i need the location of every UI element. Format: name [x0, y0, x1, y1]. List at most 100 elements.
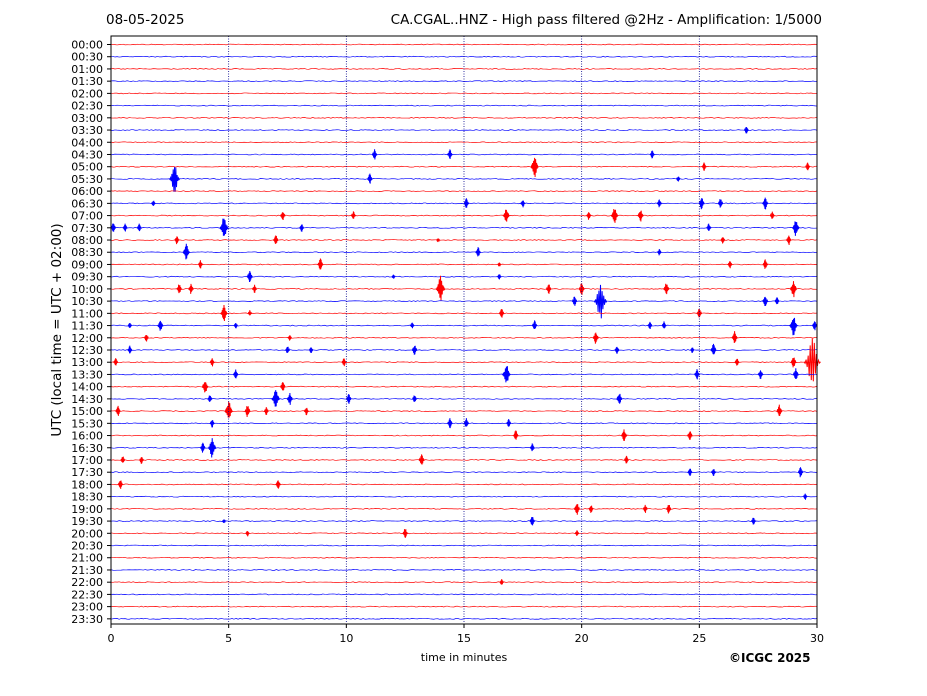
event-mark [616, 393, 623, 404]
y-tick-label: 16:30 [71, 442, 103, 455]
trace-1230 [110, 349, 818, 351]
event-mark [734, 358, 740, 366]
event-mark [174, 236, 180, 245]
event-mark [757, 370, 764, 379]
event-mark [244, 406, 251, 418]
event-mark [412, 395, 418, 402]
event-mark [143, 334, 149, 342]
y-tick-label: 04:30 [71, 148, 103, 161]
event-mark [279, 381, 286, 391]
event-mark [762, 259, 769, 269]
y-tick-label: 07:30 [71, 222, 103, 235]
event-mark [710, 469, 717, 477]
event-mark [287, 335, 293, 341]
event-mark [574, 530, 580, 536]
event-mark [706, 223, 712, 231]
event-mark [520, 200, 526, 208]
event-mark [176, 284, 183, 294]
event-mark [649, 150, 655, 159]
event-mark [497, 262, 502, 267]
event-mark [592, 332, 599, 344]
event-mark [529, 516, 536, 526]
event-mark [199, 442, 206, 453]
trace-1700 [110, 459, 818, 461]
y-tick-label: 05:00 [71, 161, 103, 174]
trace-2030 [110, 544, 818, 547]
event-mark [435, 275, 446, 301]
trace-0330 [110, 129, 818, 131]
event-mark [418, 454, 425, 465]
x-axis-label: time in minutes [420, 651, 508, 664]
event-mark [656, 199, 662, 208]
event-mark [731, 331, 738, 344]
event-mark [201, 381, 209, 393]
event-mark [251, 284, 258, 293]
event-mark [391, 274, 396, 279]
event-mark [720, 237, 726, 244]
event-mark [512, 430, 519, 440]
event-mark [774, 297, 780, 305]
event-mark [447, 149, 453, 159]
event-mark [694, 369, 700, 380]
y-tick-label: 01:30 [71, 75, 103, 88]
event-mark [275, 480, 281, 489]
trace-0230 [110, 104, 818, 107]
y-tick-label: 18:30 [71, 491, 103, 504]
y-tick-label: 17:00 [71, 454, 103, 467]
event-mark [371, 149, 378, 160]
event-mark [246, 270, 253, 283]
event-mark [447, 418, 453, 429]
event-mark [620, 429, 628, 441]
event-mark [797, 467, 804, 478]
event-mark [367, 173, 373, 184]
trace-1800 [110, 483, 818, 486]
y-tick-label: 23:00 [71, 601, 103, 614]
event-mark [789, 281, 798, 298]
event-mark [168, 167, 181, 192]
event-mark [762, 197, 769, 210]
event-mark [614, 346, 620, 354]
y-tick-label: 07:00 [71, 210, 103, 223]
event-mark [657, 248, 662, 256]
event-mark [792, 221, 800, 236]
y-tick-label: 02:00 [71, 87, 103, 100]
event-mark [687, 431, 693, 440]
event-mark [308, 347, 314, 354]
event-mark [530, 157, 539, 178]
y-tick-label: 22:30 [71, 588, 103, 601]
event-mark [188, 283, 194, 294]
y-tick-label: 14:30 [71, 393, 103, 406]
y-tick-label: 08:30 [71, 246, 103, 259]
event-mark [506, 418, 512, 427]
event-mark [642, 504, 648, 513]
y-tick-label: 12:30 [71, 344, 103, 357]
y-tick-label: 16:00 [71, 430, 103, 443]
trace-2130 [110, 569, 818, 571]
event-mark [402, 529, 409, 538]
event-mark [593, 284, 608, 319]
event-mark [710, 343, 717, 355]
event-mark [717, 199, 724, 208]
y-tick-label: 19:30 [71, 515, 103, 528]
event-mark [122, 223, 128, 232]
y-tick-label: 06:30 [71, 197, 103, 210]
event-mark [750, 517, 757, 525]
event-mark [299, 224, 305, 232]
event-mark [776, 404, 783, 417]
event-mark [233, 322, 238, 329]
event-mark [209, 420, 215, 428]
event-mark [475, 247, 481, 257]
event-mark [790, 357, 797, 368]
event-mark [623, 455, 629, 464]
y-tick-label: 03:00 [71, 112, 103, 125]
trace-layer [110, 43, 821, 620]
trace-1630 [110, 446, 818, 449]
event-mark [247, 310, 252, 316]
event-mark [279, 212, 286, 221]
x-tick-label: 15 [457, 632, 471, 645]
y-tick-label: 21:30 [71, 564, 103, 577]
event-mark [792, 368, 799, 380]
event-mark [136, 223, 142, 232]
event-mark [727, 260, 733, 269]
x-tick-label: 10 [339, 632, 353, 645]
